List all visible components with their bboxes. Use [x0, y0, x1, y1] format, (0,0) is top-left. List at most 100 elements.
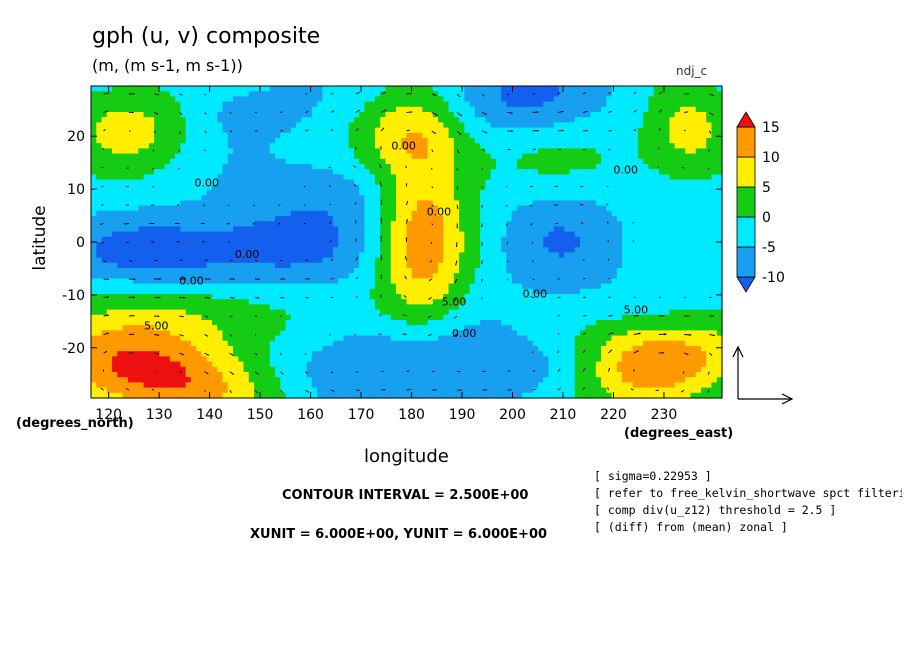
field-cell: [432, 262, 439, 269]
field-cell: [427, 112, 434, 118]
field-cell: [275, 179, 281, 186]
field-cell: [96, 122, 103, 129]
field-cell: [374, 138, 381, 144]
field-cell: [196, 278, 203, 285]
field-cell: [96, 231, 103, 238]
field-cell: [548, 148, 555, 155]
field-cell: [474, 153, 481, 160]
field-cell: [543, 153, 550, 160]
field-cell: [332, 210, 339, 217]
field-cell: [653, 153, 660, 160]
field-cell: [580, 262, 586, 269]
field-cell: [290, 273, 297, 279]
field-cell: [585, 169, 592, 175]
field-cell: [106, 226, 113, 233]
field-cell: [301, 174, 308, 181]
field-cell: [553, 257, 560, 264]
field-cell: [427, 294, 434, 300]
field-cell: [364, 268, 371, 274]
field-cell: [259, 106, 266, 113]
field-cell: [306, 91, 313, 97]
field-cell: [448, 117, 455, 123]
field-cell: [601, 283, 607, 290]
field-cell: [606, 153, 613, 160]
field-cell: [311, 91, 318, 97]
field-cell: [658, 257, 665, 264]
field-cell: [601, 122, 607, 129]
field-cell: [175, 148, 181, 155]
field-cell: [369, 148, 376, 155]
field-cell: [301, 148, 308, 155]
field-cell: [96, 242, 103, 248]
field-cell: [211, 257, 218, 264]
field-cell: [327, 247, 334, 253]
field-cell: [296, 268, 302, 274]
field-cell: [290, 247, 297, 253]
field-cell: [569, 262, 576, 269]
field-cell: [706, 86, 713, 92]
field-cell: [332, 226, 339, 233]
field-cell: [96, 153, 103, 160]
field-cell: [306, 294, 313, 300]
field-cell: [254, 200, 260, 207]
field-cell: [248, 169, 255, 175]
field-cell: [238, 158, 245, 165]
field-cell: [690, 122, 697, 129]
field-cell: [306, 127, 313, 134]
field-cell: [343, 210, 350, 217]
field-cell: [106, 216, 113, 222]
field-cell: [711, 106, 718, 113]
field-cell: [653, 174, 660, 181]
field-cell: [601, 179, 607, 186]
field-cell: [448, 132, 455, 139]
field-cell: [364, 294, 371, 300]
field-cell: [374, 122, 381, 129]
field-cell: [422, 122, 429, 129]
field-cell: [206, 299, 213, 305]
field-cell: [222, 200, 229, 207]
field-cell: [101, 268, 108, 274]
field-cell: [164, 242, 171, 248]
field-cell: [417, 127, 423, 134]
field-cell: [438, 200, 444, 207]
field-cell: [285, 169, 292, 175]
field-cell: [380, 112, 387, 118]
field-cell: [495, 205, 502, 212]
field-cell: [685, 252, 692, 259]
field-cell: [590, 127, 597, 134]
field-cell: [411, 294, 418, 300]
field-cell: [511, 257, 518, 264]
field-cell: [438, 288, 444, 295]
field-cell: [327, 86, 334, 92]
field-cell: [558, 294, 565, 300]
field-cell: [506, 252, 513, 259]
field-cell: [380, 190, 387, 196]
field-cell: [506, 179, 513, 186]
field-cell: [122, 174, 129, 181]
field-cell: [148, 158, 155, 165]
field-cell: [474, 257, 481, 264]
field-cell: [695, 210, 702, 217]
field-cell: [653, 86, 660, 92]
field-cell: [595, 216, 602, 222]
field-cell: [117, 216, 124, 222]
field-cell: [543, 127, 550, 134]
field-cell: [637, 231, 644, 238]
field-cell: [690, 153, 697, 160]
field-cell: [532, 273, 539, 279]
field-cell: [169, 242, 176, 248]
field-cell: [311, 138, 318, 144]
field-cell: [685, 200, 692, 207]
field-cell: [196, 132, 203, 139]
field-cell: [501, 247, 508, 253]
field-cell: [411, 127, 418, 134]
field-cell: [700, 257, 707, 264]
field-cell: [148, 278, 155, 285]
field-cell: [206, 117, 213, 123]
field-cell: [327, 143, 334, 149]
field-cell: [469, 148, 476, 155]
field-cell: [248, 117, 255, 123]
field-cell: [590, 158, 597, 165]
field-cell: [438, 294, 444, 300]
field-cell: [695, 231, 702, 238]
